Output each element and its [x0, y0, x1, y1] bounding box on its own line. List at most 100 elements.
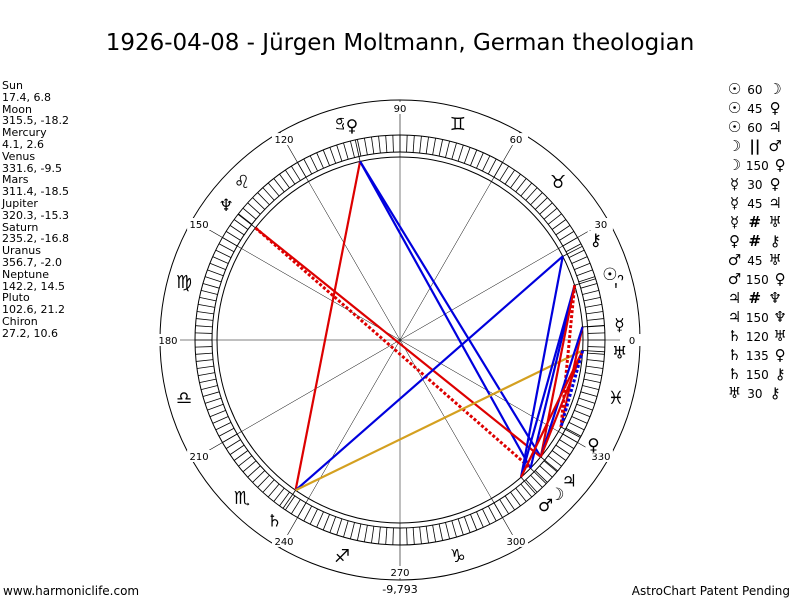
aspect-row: ♀ # ⚷ [727, 232, 799, 251]
degree-tick [303, 505, 313, 522]
degree-tick [586, 359, 604, 362]
aspect-value: 135 [745, 349, 769, 363]
degree-tick [530, 474, 543, 488]
aspect-row: ♂ 150 ♀ [727, 270, 799, 289]
degree-tick [587, 346, 605, 348]
planet-glyph-icon: ♄ [727, 346, 742, 364]
planet-coords: 27.2, 10.6 [2, 326, 58, 340]
degree-tick [504, 495, 515, 511]
aspect-row: ♅ 30 ⚷ [727, 384, 799, 403]
aspect-value: 60 [747, 83, 763, 97]
planet-name: Chiron [2, 314, 38, 328]
aspect-row: ☿ # ♅ [727, 213, 799, 232]
degree-tick [196, 365, 214, 369]
planet-glyph-icon: ☉ [727, 80, 742, 98]
planet-glyph-bg [537, 496, 554, 515]
planet-glyph-icon: ♀ [769, 175, 781, 193]
degree-tick [571, 416, 588, 424]
aspect-value: 150 [745, 368, 769, 382]
degree-tick [316, 511, 324, 528]
aspect-row: ♄ 120 ♅ [727, 327, 799, 346]
degree-tick [515, 178, 527, 193]
planet-name: Saturn [2, 220, 39, 234]
patent-notice: AstroChart Patent Pending [631, 584, 790, 598]
planet-marker [560, 426, 581, 438]
degree-tick [463, 516, 471, 533]
degree-tick [316, 152, 324, 169]
aspect-line [294, 255, 564, 492]
aspect-row: ♂ 45 ♅ [727, 251, 799, 270]
degree-tick [451, 142, 457, 160]
degree-tick [565, 427, 582, 437]
aspect-value: 150 [745, 273, 769, 287]
aspect-line [254, 226, 532, 470]
planet-name: Mercury [2, 126, 47, 140]
degree-tick [587, 352, 605, 355]
degree-tick [238, 213, 253, 225]
degree-tick [576, 269, 593, 277]
aspect-row: ♃ # ♆ [727, 289, 799, 308]
degree-tick [580, 391, 598, 397]
planet-glyph-icon: ♅ [768, 213, 782, 231]
degree-tick [586, 318, 604, 321]
degree-tick [262, 479, 275, 493]
chart-title: 1926-04-08 - Jürgen Moltmann, German the… [105, 30, 695, 56]
planet-name: Neptune [2, 267, 50, 281]
aspect-line [359, 160, 542, 458]
aspect-row: ♄ 135 ♀ [727, 346, 799, 365]
degree-tick [233, 450, 249, 461]
degree-label-bg [388, 566, 412, 578]
degree-tick [267, 483, 280, 498]
degree-tick [204, 276, 222, 283]
planet-name: Moon [2, 102, 32, 116]
degree-tick [212, 416, 229, 424]
degree-tick [225, 231, 241, 241]
degree-tick [419, 526, 422, 544]
planet-marker [354, 139, 361, 162]
website-link[interactable]: www.harmoniclife.com [3, 584, 140, 598]
degree-label: 210 [190, 452, 209, 463]
degree-tick [499, 499, 509, 515]
planet-glyph-icon: ♂ [727, 270, 742, 288]
degree-tick [199, 378, 217, 384]
planet-glyph-icon: ☿ [729, 175, 740, 193]
planet-glyph-icon: ♃ [727, 308, 742, 326]
aspect-row: ☿ 30 ♀ [727, 175, 799, 194]
degree-tick [568, 249, 585, 258]
aspect-list: ☉ 60 ☽ ☉ 45 ♀ ☉ 60 ♃ ☽ || ♂ ☽ 150 ♀ ☿ 30 ♀ ☿ 4… [727, 80, 799, 403]
degree-label-bg [588, 218, 613, 230]
zodiac-sign-icon: ♍ [176, 272, 192, 293]
planet-name: Uranus [2, 244, 41, 258]
degree-tick [196, 359, 214, 362]
degree-tick [547, 213, 562, 225]
degree-tick [568, 422, 585, 431]
degree-tick [196, 318, 214, 321]
planet-marker [530, 467, 547, 484]
degree-label: 120 [274, 135, 293, 146]
planet-glyph-icon: ♂ [768, 137, 782, 155]
degree-tick [336, 144, 343, 162]
zodiac-sign-icon: ♐ [334, 546, 350, 567]
planet-glyph-icon: ♀ [774, 156, 786, 174]
planet-name: Venus [2, 149, 36, 163]
degree-tick [195, 352, 213, 355]
planet-marker [540, 456, 558, 472]
degree-tick [242, 207, 257, 220]
degree-label-bg [272, 133, 296, 146]
aspect-line [539, 285, 576, 458]
planet-name: Pluto [2, 291, 30, 305]
planet-glyph-icon: ⚷ [774, 365, 786, 383]
aspect-row: ☿ 45 ♃ [727, 194, 799, 213]
degree-tick [252, 197, 266, 210]
degree-tick [309, 508, 318, 525]
sector-line-inner [399, 248, 559, 341]
degree-tick [583, 296, 601, 302]
degree-tick [291, 499, 301, 515]
degree-tick [209, 410, 226, 418]
degree-tick [329, 147, 337, 164]
planet-glyph-icon: ♄ [727, 327, 742, 345]
degree-tick [198, 372, 215, 376]
degree-tick [412, 527, 415, 545]
sector-line-inner [399, 339, 492, 499]
degree-tick [378, 136, 381, 154]
